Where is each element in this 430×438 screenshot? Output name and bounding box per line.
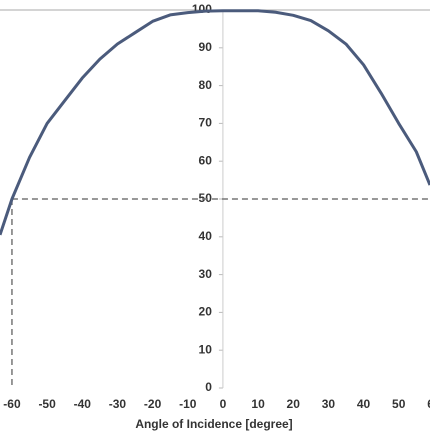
- data-line: [0, 9, 430, 236]
- x-tick-label: 30: [322, 397, 336, 411]
- x-tick-label: 50: [392, 397, 406, 411]
- x-tick-label: -20: [144, 397, 162, 411]
- y-tick-label: 80: [199, 78, 213, 92]
- x-tick-label: -40: [74, 397, 92, 411]
- y-tick-label: 10: [199, 342, 213, 356]
- y-tick-label: 30: [199, 267, 213, 281]
- y-tick-label: 50: [199, 191, 213, 205]
- x-tick-label: -30: [109, 397, 127, 411]
- y-tick-label: 0: [205, 380, 212, 394]
- x-axis-label: Angle of Incidence [degree]: [135, 417, 292, 431]
- x-tick-label: 40: [357, 397, 371, 411]
- x-tick-label: 10: [251, 397, 265, 411]
- x-tick-label: -10: [179, 397, 197, 411]
- x-tick-label: 20: [287, 397, 301, 411]
- y-tick-label: 40: [199, 229, 213, 243]
- x-tick-label: 0: [220, 397, 227, 411]
- y-tick-label: 20: [199, 305, 213, 319]
- y-tick-label: 90: [199, 40, 213, 54]
- x-tick-label: -60: [3, 397, 21, 411]
- x-tick-label: 60: [427, 397, 430, 411]
- y-tick-label: 70: [199, 116, 213, 130]
- x-tick-label: -50: [38, 397, 56, 411]
- y-tick-label: 100: [192, 2, 212, 16]
- y-tick-label: 60: [199, 153, 213, 167]
